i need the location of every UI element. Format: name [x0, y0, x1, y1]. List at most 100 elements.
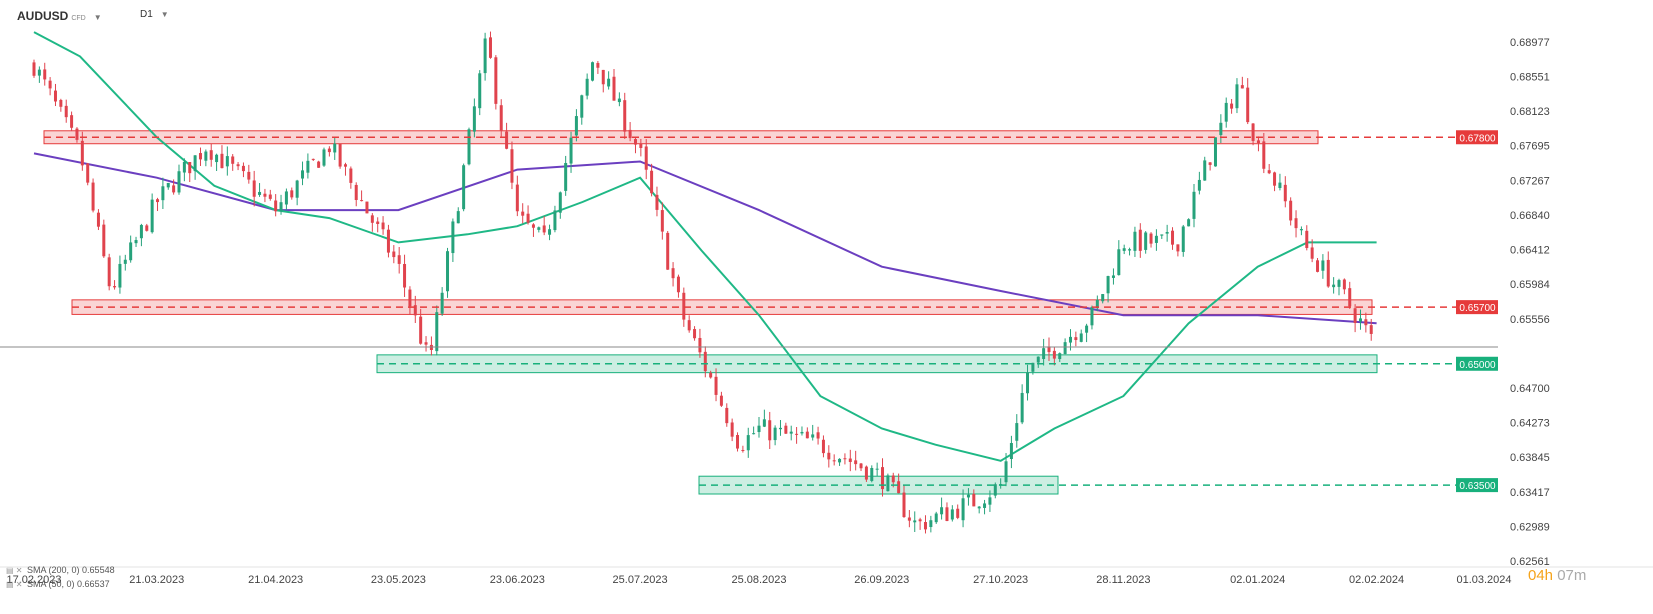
timeframe-dropdown-icon[interactable]: ▼: [160, 10, 169, 19]
candle: [1203, 156, 1207, 181]
candle: [1305, 225, 1309, 251]
candle-body: [338, 143, 342, 167]
candle: [558, 191, 562, 219]
indicator-settings-icon[interactable]: ▤ ✕: [6, 580, 23, 589]
candle: [80, 131, 84, 171]
y-tick-label: 0.67695: [1510, 141, 1550, 153]
candle-body: [918, 519, 922, 522]
sma200-line: [33, 152, 1377, 325]
candle: [1117, 240, 1121, 276]
candle-body: [762, 419, 766, 427]
candle: [993, 482, 997, 499]
candle: [505, 122, 509, 150]
candle: [1122, 244, 1126, 255]
candle-body: [1026, 372, 1030, 394]
candle-body: [816, 432, 820, 439]
candle: [96, 209, 100, 231]
candle-body: [1273, 172, 1277, 186]
sma50-legend[interactable]: ▤ ✕ SMA (50, 0) 0.66537: [6, 579, 110, 589]
candle: [800, 426, 804, 436]
candle: [564, 155, 568, 196]
candle-body: [161, 186, 165, 201]
candle: [956, 504, 960, 520]
candle-body: [37, 69, 41, 76]
candle-body: [317, 161, 321, 168]
candle-body: [843, 458, 847, 460]
candle: [451, 218, 455, 262]
sma50-legend-label: SMA (50, 0): [27, 579, 75, 589]
y-tick-label: 0.62561: [1510, 556, 1550, 568]
candle: [1042, 338, 1046, 366]
candle-body: [91, 182, 95, 211]
candle: [666, 230, 670, 270]
candle: [1235, 78, 1239, 114]
candle: [188, 161, 192, 183]
candle-body: [456, 211, 460, 224]
candle: [972, 489, 976, 507]
candle-body: [451, 221, 455, 254]
candle: [569, 131, 573, 173]
countdown-hours: 04h: [1528, 567, 1554, 584]
candle: [639, 138, 643, 157]
candle: [1348, 281, 1352, 309]
candle-body: [655, 194, 659, 210]
candle: [510, 141, 514, 190]
candle-body: [381, 222, 385, 230]
candle: [139, 223, 143, 247]
candle: [521, 203, 525, 224]
y-tick-label: 0.63417: [1510, 487, 1550, 499]
candle-body: [548, 229, 552, 235]
candle: [907, 510, 911, 528]
symbol-label[interactable]: AUDUSD CFD ▼: [17, 9, 102, 23]
price-axis-panel: [1498, 0, 1653, 614]
candle-body: [1219, 122, 1223, 136]
candle: [113, 280, 117, 290]
symbol-dropdown-icon[interactable]: ▼: [93, 13, 102, 22]
candle: [870, 465, 874, 483]
candle-body: [891, 475, 895, 483]
candle: [757, 417, 761, 438]
candle: [762, 409, 766, 428]
candle: [48, 77, 52, 96]
candle: [75, 127, 79, 143]
candle-body: [1289, 200, 1293, 221]
candle-body: [327, 148, 331, 153]
candle: [752, 426, 756, 435]
candle-body: [687, 320, 691, 331]
candle-body: [1224, 102, 1228, 122]
candle: [709, 370, 713, 379]
candle: [134, 236, 138, 247]
candle-body: [188, 162, 192, 174]
candle-body: [923, 522, 927, 530]
candle-body: [220, 153, 224, 169]
candle-body: [1337, 280, 1341, 287]
candle: [1160, 234, 1164, 239]
candle: [107, 253, 111, 291]
indicator-settings-icon[interactable]: ▤ ✕: [6, 566, 23, 575]
sma200-legend[interactable]: ▤ ✕ SMA (200, 0) 0.65548: [6, 565, 115, 575]
candle-body: [488, 37, 492, 58]
candle-body: [950, 509, 954, 520]
timeframe-selector[interactable]: D1 ▼: [140, 9, 169, 20]
candle: [53, 83, 57, 107]
candle: [1144, 231, 1148, 254]
candle: [156, 197, 160, 212]
candle-body: [644, 146, 648, 170]
candle-body: [1085, 325, 1089, 333]
candle-body: [446, 251, 450, 292]
candle: [843, 453, 847, 465]
candle-body: [1165, 231, 1169, 234]
candle: [923, 515, 927, 534]
candle: [950, 505, 954, 522]
candle-body: [1133, 231, 1137, 251]
candle-body: [832, 460, 836, 462]
candle-body: [601, 69, 605, 85]
candle-body: [1262, 141, 1266, 169]
candle: [1074, 331, 1078, 347]
candle: [1230, 98, 1234, 114]
candle: [150, 193, 154, 234]
candle: [1208, 162, 1212, 171]
candle-body: [1171, 230, 1175, 245]
candle-body: [150, 199, 154, 233]
